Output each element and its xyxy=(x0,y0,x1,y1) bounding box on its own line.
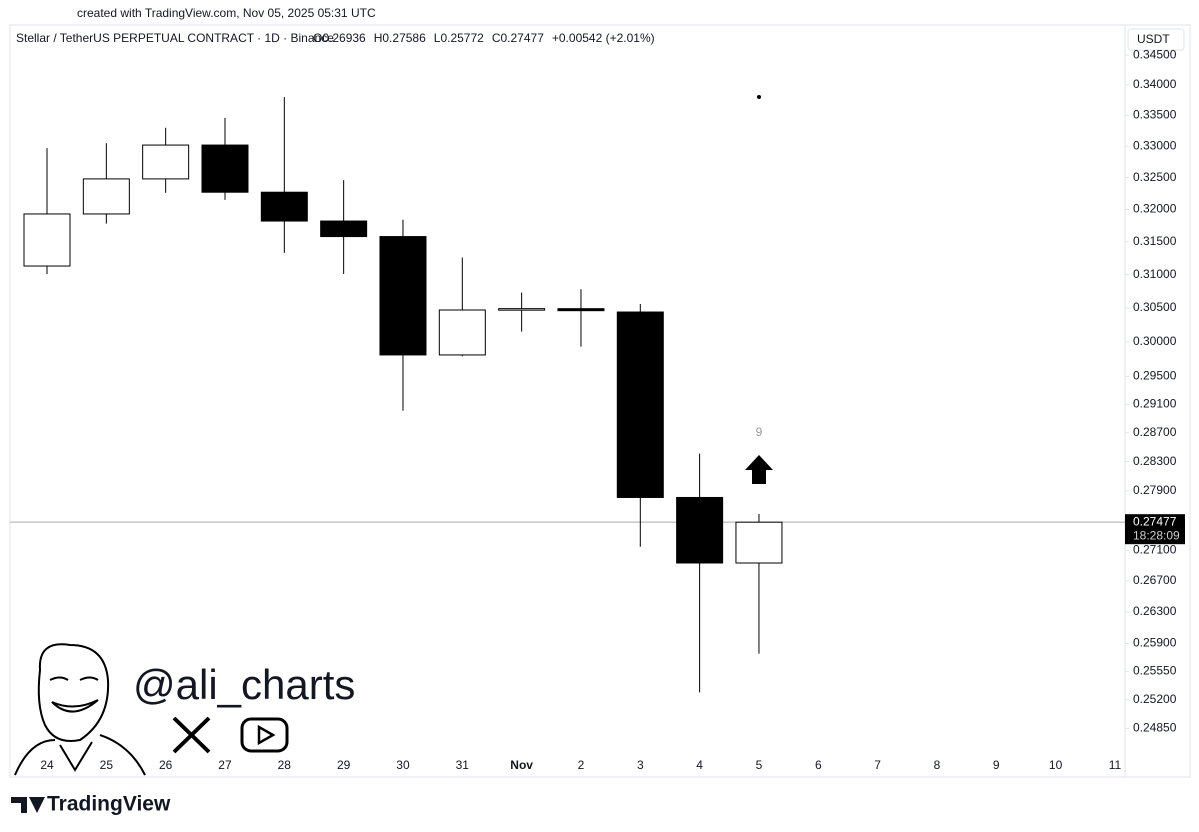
x-tick-label: 24 xyxy=(40,758,54,772)
candle-body xyxy=(735,521,783,564)
y-tick-label: 0.28300 xyxy=(1133,454,1177,468)
ohlc-value: H0.27586 xyxy=(374,31,426,45)
candle-body xyxy=(260,191,308,222)
y-tick-label: 0.27900 xyxy=(1133,483,1177,497)
signal-arrow xyxy=(745,455,773,484)
y-tick-label: 0.33000 xyxy=(1133,138,1177,152)
candle-body xyxy=(676,496,724,564)
candle-body xyxy=(379,236,427,356)
y-tick-label: 0.34500 xyxy=(1133,47,1177,61)
chart-frame xyxy=(9,24,1191,778)
credit: created with TradingView.com, Nov 05, 20… xyxy=(77,6,376,20)
x-tick-label: 26 xyxy=(159,758,173,772)
ohlc-value: +0.00542 (+2.01%) xyxy=(552,31,655,45)
signal-dot xyxy=(757,95,761,99)
y-tick-label: 0.32000 xyxy=(1133,202,1177,216)
candle-body xyxy=(201,144,249,193)
x-tick-label: 10 xyxy=(1049,758,1063,772)
last-price-box xyxy=(1125,514,1185,545)
x-tick-label: 5 xyxy=(756,758,763,772)
symbol-title: Stellar / TetherUS PERPETUAL CONTRACT · … xyxy=(16,31,334,45)
youtube-play xyxy=(257,724,276,746)
y-tick-label: 0.29100 xyxy=(1133,397,1177,411)
ohlc-value: L0.25772 xyxy=(434,31,484,45)
candle-body xyxy=(498,308,546,311)
x-tick-label: 28 xyxy=(278,758,292,772)
y-tick-label: 0.28700 xyxy=(1133,425,1177,439)
x-tick-label: 11 xyxy=(1109,758,1122,772)
candle-body xyxy=(557,308,605,312)
youtube-icon xyxy=(240,717,289,753)
x-tick-label: 25 xyxy=(100,758,114,772)
y-tick-label: 0.34000 xyxy=(1133,77,1177,91)
candle-body xyxy=(438,309,486,356)
candle-body xyxy=(142,144,190,180)
signal-label: 9 xyxy=(756,425,763,439)
y-tick-label: 0.30500 xyxy=(1133,300,1177,314)
plot xyxy=(10,97,1125,693)
countdown: 18:28:09 xyxy=(1133,528,1180,542)
x-tick-label: 31 xyxy=(456,758,470,772)
x-tick-label: 9 xyxy=(993,758,1000,772)
x-icon xyxy=(172,716,211,754)
x-tick-label: Nov xyxy=(510,758,533,772)
x-tick-label: 7 xyxy=(874,758,881,772)
avatar xyxy=(14,643,146,776)
x-tick-label: 30 xyxy=(396,758,410,772)
y-tick-label: 0.31500 xyxy=(1133,234,1177,248)
x-tick-label: 3 xyxy=(637,758,644,772)
ohlc-legend: O0.26936 H0.27586 L0.25772 C0.27477 +0.00542… xyxy=(313,31,655,45)
y-tick-label: 0.27100 xyxy=(1133,543,1177,557)
ohlc-value: O0.26936 xyxy=(313,31,366,45)
candle-body xyxy=(82,178,130,215)
x-tick-label: 6 xyxy=(815,758,822,772)
y-tick-label: 0.25900 xyxy=(1133,636,1177,650)
last-price-label: 0.27477 xyxy=(1133,514,1177,528)
y-tick-label: 0.30000 xyxy=(1133,334,1177,348)
y-tick-label: 0.33500 xyxy=(1133,108,1177,122)
currency: USDT xyxy=(1137,32,1170,46)
brand-logo xyxy=(11,797,45,813)
x-tick-label: 27 xyxy=(218,758,232,772)
candle-body xyxy=(23,213,71,267)
y-tick-label: 0.24850 xyxy=(1133,721,1177,735)
y-tick-label: 0.32500 xyxy=(1133,170,1177,184)
brand: TradingView xyxy=(47,793,171,816)
x-tick-label: 29 xyxy=(337,758,351,772)
handle: @ali_charts xyxy=(133,661,355,708)
x-tick-label: 4 xyxy=(696,758,703,772)
y-tick-label: 0.26300 xyxy=(1133,604,1177,618)
currency-box xyxy=(1127,28,1185,51)
y-tick-label: 0.26700 xyxy=(1133,573,1177,587)
y-tick-label: 0.25200 xyxy=(1133,692,1177,706)
y-tick-label: 0.25550 xyxy=(1133,664,1177,678)
y-tick-label: 0.31000 xyxy=(1133,267,1177,281)
x-tick-label: 2 xyxy=(578,758,585,772)
candle-body xyxy=(616,311,664,498)
candle-body xyxy=(320,220,368,238)
y-tick-label: 0.29500 xyxy=(1133,369,1177,383)
x-tick-label: 8 xyxy=(934,758,941,772)
ohlc-value: C0.27477 xyxy=(492,31,544,45)
